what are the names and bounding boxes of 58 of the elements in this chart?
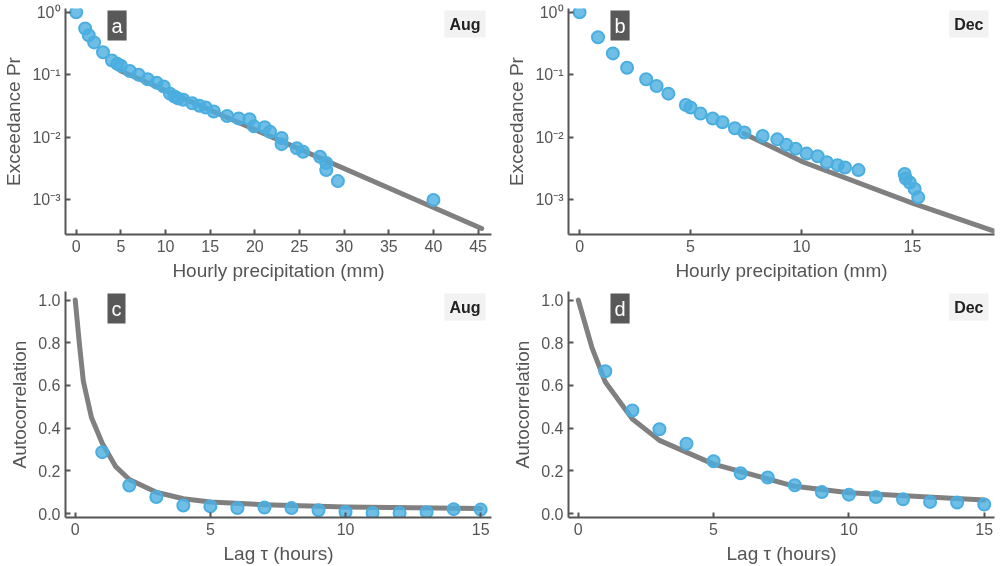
y-tick-label: 0.2 xyxy=(541,462,564,480)
y-tick-label: 0.8 xyxy=(541,334,564,352)
x-tick-label: 0 xyxy=(70,520,80,538)
y-tick-label: 0.6 xyxy=(541,377,564,395)
annotation: c xyxy=(111,297,122,320)
y-tick-label: 0.2 xyxy=(38,462,61,480)
x-tick-label: 40 xyxy=(424,237,443,255)
x-tick-label: 15 xyxy=(201,237,220,255)
x-axis-title: Hourly precipitation (mm) xyxy=(675,259,888,281)
y-tick-label: 1.0 xyxy=(38,292,61,310)
y-tick-label: 0.4 xyxy=(541,420,564,438)
x-tick-label: 25 xyxy=(290,237,309,255)
annotation: a xyxy=(111,14,124,37)
y-tick-label: 0.6 xyxy=(38,377,61,395)
x-tick-label: 0 xyxy=(573,520,583,538)
y-axis-title: Autocorrelation xyxy=(512,340,534,469)
x-axis-title: Lag τ (hours) xyxy=(726,542,837,564)
x-tick-label: 10 xyxy=(839,520,858,538)
y-axis-title: Autocorrelation xyxy=(9,340,31,469)
x-tick-label: 5 xyxy=(205,520,215,538)
annotation: Dec xyxy=(954,298,984,316)
annotation: b xyxy=(614,14,626,37)
x-axis-title: Hourly precipitation (mm) xyxy=(172,259,385,281)
y-tick-label: 10⁻¹ xyxy=(32,66,61,84)
x-tick-label: 10 xyxy=(336,520,355,538)
y-tick-label: 1.0 xyxy=(541,292,564,310)
x-tick-label: 0 xyxy=(71,237,81,255)
y-tick-label: 10⁻³ xyxy=(32,191,62,209)
x-tick-label: 0 xyxy=(575,237,585,255)
x-tick-label: 45 xyxy=(469,237,488,255)
x-tick-label: 30 xyxy=(335,237,354,255)
x-tick-label: 5 xyxy=(709,520,719,538)
y-tick-label: 0.0 xyxy=(38,505,61,523)
x-tick-label: 10 xyxy=(156,237,175,255)
annotation: Aug xyxy=(449,15,481,33)
y-tick-label: 10⁻¹ xyxy=(535,66,564,84)
y-tick-label: 10⁻² xyxy=(32,128,62,146)
x-axis-title: Lag τ (hours) xyxy=(223,542,334,564)
y-tick-label: 0.8 xyxy=(38,334,61,352)
y-tick-label: 0.0 xyxy=(541,505,564,523)
annotation: Aug xyxy=(449,298,481,316)
x-tick-label: 35 xyxy=(379,237,398,255)
y-tick-label: 10⁰ xyxy=(539,3,564,21)
annotation: Dec xyxy=(954,15,984,33)
x-tick-label: 15 xyxy=(471,520,490,538)
x-tick-label: 5 xyxy=(116,237,126,255)
annotation: d xyxy=(614,297,626,320)
x-tick-label: 10 xyxy=(792,237,811,255)
x-tick-label: 20 xyxy=(245,237,264,255)
y-axis-title: Exceedance Pr xyxy=(506,56,528,186)
y-tick-label: 0.4 xyxy=(38,420,61,438)
x-tick-label: 15 xyxy=(903,237,922,255)
x-tick-label: 5 xyxy=(686,237,696,255)
y-tick-label: 10⁻³ xyxy=(535,191,565,209)
y-tick-label: 10⁰ xyxy=(36,3,61,21)
y-tick-label: 10⁻² xyxy=(535,128,565,146)
y-axis-title: Exceedance Pr xyxy=(3,56,25,186)
x-tick-label: 15 xyxy=(975,520,994,538)
